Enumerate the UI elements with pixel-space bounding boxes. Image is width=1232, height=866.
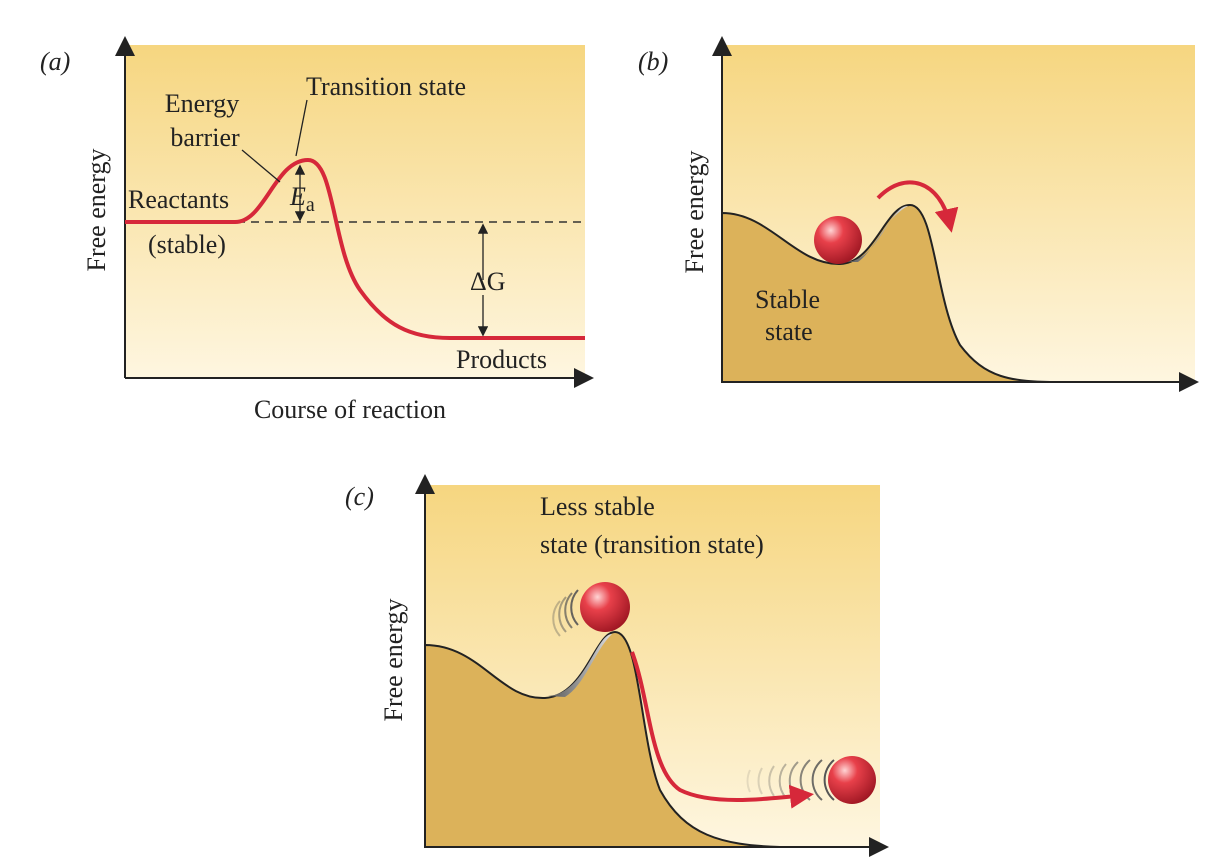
y-axis-label: Free energy	[379, 599, 408, 722]
annotation: Products	[456, 345, 547, 374]
energy-curve	[125, 157, 585, 340]
annotation: Less stable	[540, 492, 655, 521]
panel-label: (c)	[345, 482, 374, 511]
panel-a: (a) Energy barrier Transition state Reac…	[40, 36, 594, 424]
background	[125, 45, 585, 378]
annotation: barrier	[170, 123, 240, 152]
panel-label: (a)	[40, 47, 70, 76]
y-axis-label: Free energy	[680, 151, 709, 274]
subscript: a	[306, 194, 315, 216]
annotation: Stable	[755, 285, 820, 314]
x-axis-label: Course of reaction	[254, 395, 446, 424]
arrow	[630, 651, 814, 809]
y-axis-label: Free energy	[82, 149, 111, 272]
annotation: (stable)	[148, 230, 226, 259]
groove	[548, 634, 612, 697]
annotation: Ea	[289, 182, 315, 216]
panel-label: (b)	[638, 47, 668, 76]
annotation: Transition state	[306, 72, 466, 101]
leader-line	[241, 149, 281, 183]
ball	[814, 216, 862, 264]
ball	[828, 756, 876, 804]
terrain	[721, 203, 1061, 383]
terrain	[424, 630, 781, 848]
annotation: state (transition state)	[540, 530, 764, 559]
symbol: E	[289, 182, 306, 211]
annotation: ΔG	[470, 267, 506, 296]
arrow	[876, 180, 959, 233]
annotation: Energy	[165, 89, 240, 118]
ball	[580, 582, 630, 632]
annotation: Reactants	[128, 185, 229, 214]
panel-b: (b) Stable state Free energy	[638, 36, 1199, 392]
leader-line	[295, 99, 308, 157]
annotation: state	[765, 317, 813, 346]
panel-c: (c) Less stable state (transition state)…	[345, 474, 889, 857]
